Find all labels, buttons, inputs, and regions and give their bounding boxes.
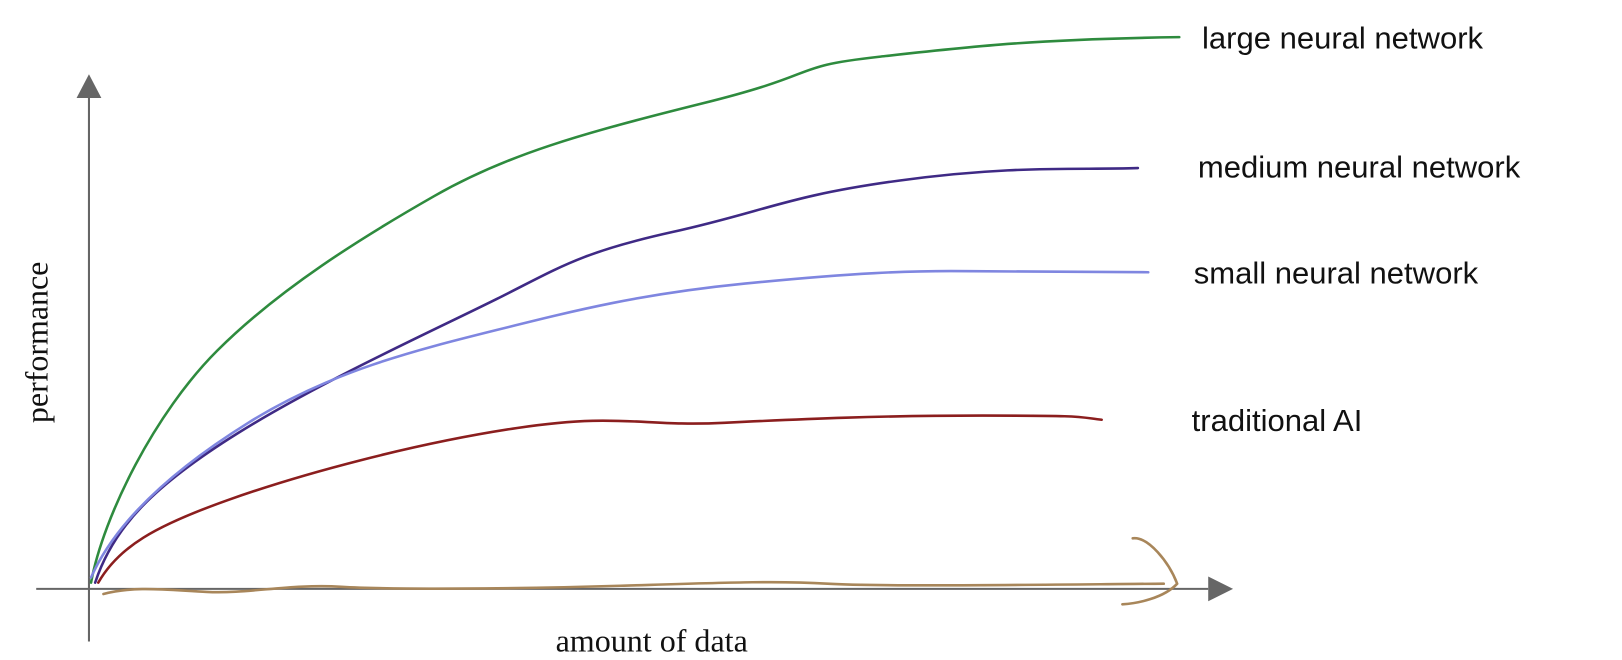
x-axis-arrow — [1208, 576, 1234, 602]
medium-network-curve — [93, 166, 1140, 584]
large-network-curve — [89, 35, 1181, 584]
y-axis-arrow — [76, 74, 102, 98]
traditional-ai-curve — [96, 414, 1103, 584]
data-scribble — [102, 580, 1166, 596]
curve-label: large neural network — [1202, 21, 1484, 56]
curve-label: medium neural network — [1198, 149, 1521, 184]
x-axis-label: amount of data — [556, 623, 748, 659]
small-network-curve — [89, 269, 1150, 579]
y-axis-label: performance — [19, 262, 55, 423]
curve-label: small neural network — [1194, 256, 1479, 291]
data-scribble-arrow — [1121, 537, 1179, 606]
curve-label: traditional AI — [1192, 403, 1363, 438]
